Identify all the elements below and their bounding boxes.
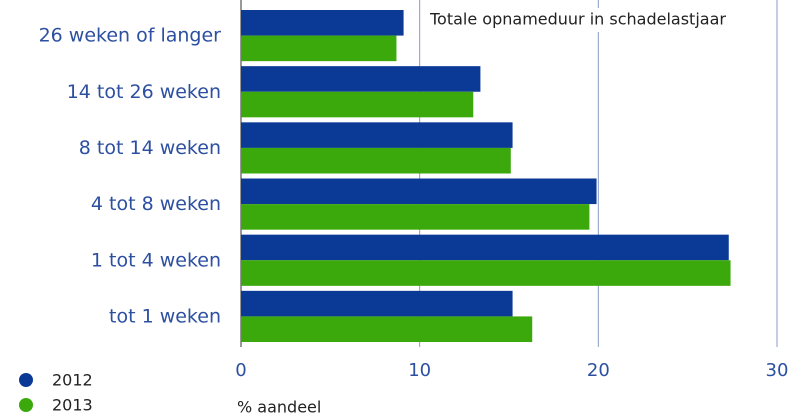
y-tick-label: 8 tot 14 weken <box>79 137 221 159</box>
y-tick-label: 14 tot 26 weken <box>67 81 221 103</box>
bar <box>241 91 474 118</box>
bar <box>241 290 513 317</box>
y-tick-label: tot 1 weken <box>109 305 221 327</box>
bar <box>241 260 731 286</box>
legend-label: 2013 <box>52 396 93 415</box>
x-tick-label: 0 <box>235 360 246 381</box>
bar <box>241 122 513 148</box>
x-tick-label: 30 <box>766 360 789 381</box>
title-background <box>424 8 770 32</box>
bar <box>241 147 511 174</box>
bar <box>241 178 597 205</box>
bar <box>241 204 590 230</box>
legend-marker <box>19 373 33 387</box>
chart-title: Totale opnameduur in schadelastjaar <box>429 10 726 29</box>
y-tick-label: 26 weken of langer <box>39 25 222 47</box>
bar <box>241 234 729 261</box>
legend-label: 2012 <box>52 371 93 390</box>
bar <box>241 66 481 92</box>
bar <box>241 316 533 342</box>
x-axis-label: % aandeel <box>237 398 321 417</box>
y-tick-label: 1 tot 4 weken <box>91 249 221 271</box>
legend-marker <box>19 398 33 412</box>
bar <box>241 35 397 62</box>
y-tick-label: 4 tot 8 weken <box>91 193 221 215</box>
x-tick-label: 20 <box>587 360 610 381</box>
x-tick-label: 10 <box>408 360 431 381</box>
bar <box>241 10 404 36</box>
